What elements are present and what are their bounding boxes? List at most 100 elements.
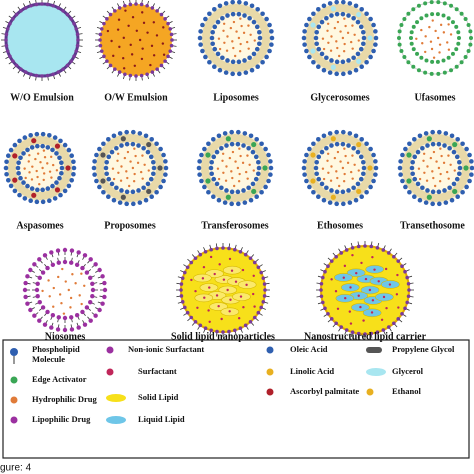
drug <box>150 44 154 48</box>
lipid-head <box>207 59 212 65</box>
drug <box>222 171 225 175</box>
lipid-head <box>91 165 97 171</box>
lipid-head <box>102 21 106 26</box>
lipid-head <box>353 133 359 139</box>
lipid-head <box>193 256 198 261</box>
lipid-head <box>215 329 219 334</box>
drug <box>162 26 165 29</box>
drug <box>38 183 41 186</box>
lipid-head <box>381 248 386 252</box>
lipid-head <box>222 200 228 205</box>
lipid-head <box>415 181 421 187</box>
lipid-head <box>69 153 75 159</box>
lipid-head <box>469 36 473 40</box>
lipid-head <box>193 319 198 324</box>
additive <box>356 188 362 195</box>
lipid-head <box>346 13 351 18</box>
drug <box>226 288 229 292</box>
additive <box>356 11 362 18</box>
lipid-head <box>263 288 267 292</box>
additive <box>310 152 316 158</box>
drug <box>344 154 347 158</box>
lipid-head <box>355 181 361 187</box>
legend-label: Linolic Acid <box>290 366 334 376</box>
drug <box>122 57 125 60</box>
drug <box>424 35 427 38</box>
membrane <box>402 134 470 202</box>
drug <box>344 296 347 300</box>
lipid-head <box>66 183 72 189</box>
membrane <box>306 134 374 202</box>
lipid-head <box>236 201 241 207</box>
lipid-head <box>22 196 28 201</box>
lipid-head <box>259 305 264 310</box>
drug <box>236 166 240 170</box>
drug <box>439 172 442 176</box>
drug <box>125 170 128 173</box>
lipid-head <box>106 176 112 182</box>
lipid-head <box>369 331 374 336</box>
drug <box>110 39 113 43</box>
lipid-head <box>460 189 465 195</box>
drug <box>336 20 340 24</box>
lipid-head <box>375 245 380 250</box>
lipid-head <box>368 54 373 60</box>
drug <box>225 49 229 52</box>
lipid-head <box>247 15 252 21</box>
lipid-head <box>71 165 77 171</box>
lipid-head <box>248 133 254 139</box>
lipid-head <box>88 318 93 323</box>
lipid-head <box>179 288 183 292</box>
drug <box>341 166 345 170</box>
additive <box>120 194 126 200</box>
lipid-head <box>364 11 369 17</box>
lipid-head <box>323 269 327 274</box>
additive <box>54 187 61 193</box>
lipid-head <box>51 3 55 8</box>
additive <box>12 153 18 159</box>
lipid-head <box>8 54 12 59</box>
drug <box>327 171 330 175</box>
lipid-head <box>423 200 429 205</box>
lipid-head <box>319 181 325 187</box>
lipid-head <box>327 1 333 6</box>
lipid-head <box>268 159 273 164</box>
lipid-head <box>47 132 52 138</box>
lipid-head <box>52 135 58 140</box>
additive <box>157 165 163 171</box>
lipid-head <box>134 2 138 6</box>
drug <box>67 288 70 292</box>
additive <box>310 48 316 54</box>
lipid-head <box>329 143 334 148</box>
drug <box>116 159 119 162</box>
additive <box>330 64 336 70</box>
legend-icon <box>366 347 382 353</box>
lipid-head <box>94 152 99 158</box>
drug <box>242 31 246 35</box>
lipid-head <box>145 72 149 77</box>
lipid-head <box>364 141 369 147</box>
label: Liposomes <box>213 92 259 103</box>
lipid-head <box>11 17 15 21</box>
lipid-head <box>200 48 205 54</box>
lipid-head <box>237 71 242 77</box>
lipid-head <box>203 54 208 60</box>
lipid-head <box>18 155 23 161</box>
drug <box>146 31 149 34</box>
lipid-head <box>368 184 373 190</box>
additive <box>65 165 71 171</box>
lipid-head <box>261 300 266 304</box>
lipid-head <box>468 29 473 34</box>
legend-icon <box>10 416 18 424</box>
drug <box>80 272 83 275</box>
lipid-head <box>406 294 411 299</box>
lipid-head <box>254 24 260 30</box>
lipid-head <box>202 146 207 152</box>
lipid-head <box>329 13 334 18</box>
lipid-head <box>106 194 111 200</box>
drug <box>321 37 325 40</box>
lipid-head <box>397 42 402 47</box>
lipid-head <box>256 171 261 177</box>
lipid-head <box>104 171 109 177</box>
